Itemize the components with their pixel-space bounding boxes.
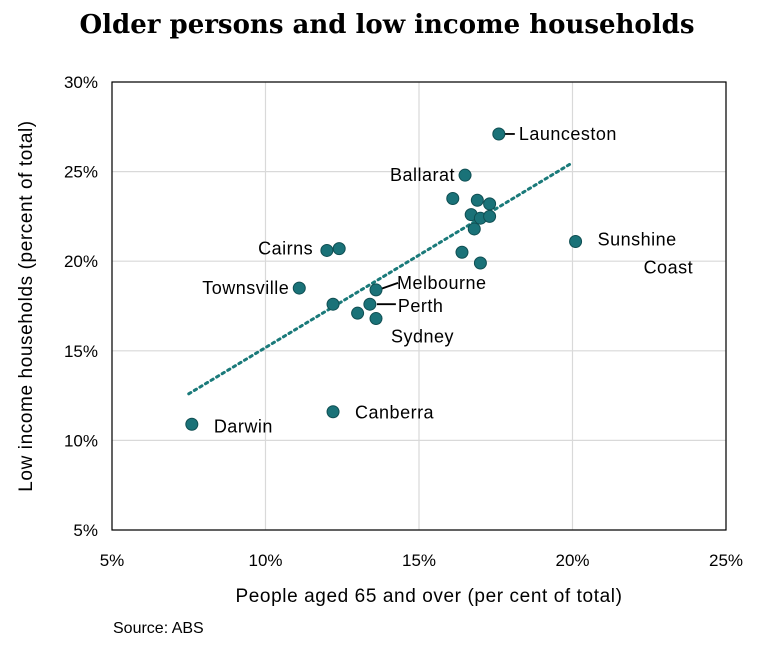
data-point <box>320 243 334 257</box>
data-point <box>326 405 340 419</box>
y-tick-label: 10% <box>64 431 98 450</box>
data-point <box>446 191 460 205</box>
x-tick-label: 15% <box>402 551 436 570</box>
data-point <box>185 417 199 431</box>
trend-line <box>187 161 574 396</box>
axis-ticks: 5% 10% 15% 20% 25% 5% 10% 15% 20% 25% 30% <box>64 73 743 570</box>
data-point <box>483 197 497 211</box>
point-label: Darwin <box>214 416 273 436</box>
x-tick-label: 25% <box>709 551 743 570</box>
y-tick-label: 20% <box>64 252 98 271</box>
data-point <box>369 283 383 297</box>
point-label: Canberra <box>355 403 435 423</box>
data-point <box>363 297 377 311</box>
data-point <box>326 297 340 311</box>
point-label: Sydney <box>391 327 454 347</box>
data-point <box>473 256 487 270</box>
data-point <box>492 127 506 141</box>
label-leader-line <box>380 282 399 290</box>
y-tick-label: 30% <box>64 73 98 92</box>
data-point <box>569 234 583 248</box>
data-point <box>332 242 346 256</box>
data-point <box>467 222 481 236</box>
y-tick-label: 5% <box>73 521 98 540</box>
data-point <box>483 209 497 223</box>
point-label: Ballarat <box>390 165 455 185</box>
plot-area-frame <box>111 81 727 531</box>
data-point <box>351 306 365 320</box>
point-label: Perth <box>398 296 444 316</box>
x-axis-title: People aged 65 and over (per cent of tot… <box>235 586 622 607</box>
data-point <box>470 193 484 207</box>
data-point <box>292 281 306 295</box>
point-label: Cairns <box>258 239 313 259</box>
y-tick-label: 15% <box>64 342 98 361</box>
point-label: Sunshine Coast <box>598 229 694 277</box>
data-point <box>369 312 383 326</box>
data-point <box>455 245 469 259</box>
source-note: Source: ABS <box>113 620 204 637</box>
x-tick-label: 20% <box>555 551 589 570</box>
y-tick-label: 25% <box>64 163 98 182</box>
data-point <box>458 168 472 182</box>
label-leaders <box>376 133 515 306</box>
point-label: Launceston <box>519 124 617 144</box>
x-tick-label: 10% <box>248 551 282 570</box>
point-labels: Launceston Ballarat Sunshine Coast Cairns Tow… <box>202 124 694 436</box>
chart-title: Older persons and low income households <box>79 10 695 40</box>
x-tick-label: 5% <box>100 551 125 570</box>
y-axis-title: Low income households (percent of total) <box>16 120 37 491</box>
data-points <box>185 127 583 431</box>
point-label: Melbourne <box>397 273 487 293</box>
point-label: Townsville <box>202 278 289 298</box>
